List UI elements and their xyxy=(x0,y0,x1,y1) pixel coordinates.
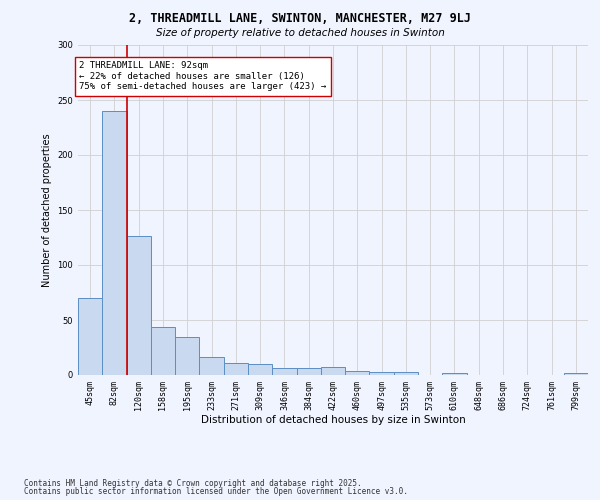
Bar xyxy=(345,370,370,375)
Text: 2 THREADMILL LANE: 92sqm
← 22% of detached houses are smaller (126)
75% of semi-: 2 THREADMILL LANE: 92sqm ← 22% of detach… xyxy=(79,62,326,92)
Bar xyxy=(370,372,394,375)
Bar xyxy=(296,368,321,375)
Bar xyxy=(175,336,199,375)
Text: Contains HM Land Registry data © Crown copyright and database right 2025.: Contains HM Land Registry data © Crown c… xyxy=(24,478,362,488)
Bar xyxy=(102,111,127,375)
Bar xyxy=(78,298,102,375)
Bar xyxy=(224,363,248,375)
Bar xyxy=(248,364,272,375)
Text: 2, THREADMILL LANE, SWINTON, MANCHESTER, M27 9LJ: 2, THREADMILL LANE, SWINTON, MANCHESTER,… xyxy=(129,12,471,26)
Bar xyxy=(321,368,345,375)
Bar xyxy=(272,368,296,375)
Bar xyxy=(394,372,418,375)
Bar xyxy=(442,373,467,375)
X-axis label: Distribution of detached houses by size in Swinton: Distribution of detached houses by size … xyxy=(200,416,466,426)
Text: Size of property relative to detached houses in Swinton: Size of property relative to detached ho… xyxy=(155,28,445,38)
Bar xyxy=(564,373,588,375)
Bar xyxy=(127,236,151,375)
Bar xyxy=(151,326,175,375)
Y-axis label: Number of detached properties: Number of detached properties xyxy=(42,133,52,287)
Text: Contains public sector information licensed under the Open Government Licence v3: Contains public sector information licen… xyxy=(24,487,408,496)
Bar xyxy=(199,358,224,375)
